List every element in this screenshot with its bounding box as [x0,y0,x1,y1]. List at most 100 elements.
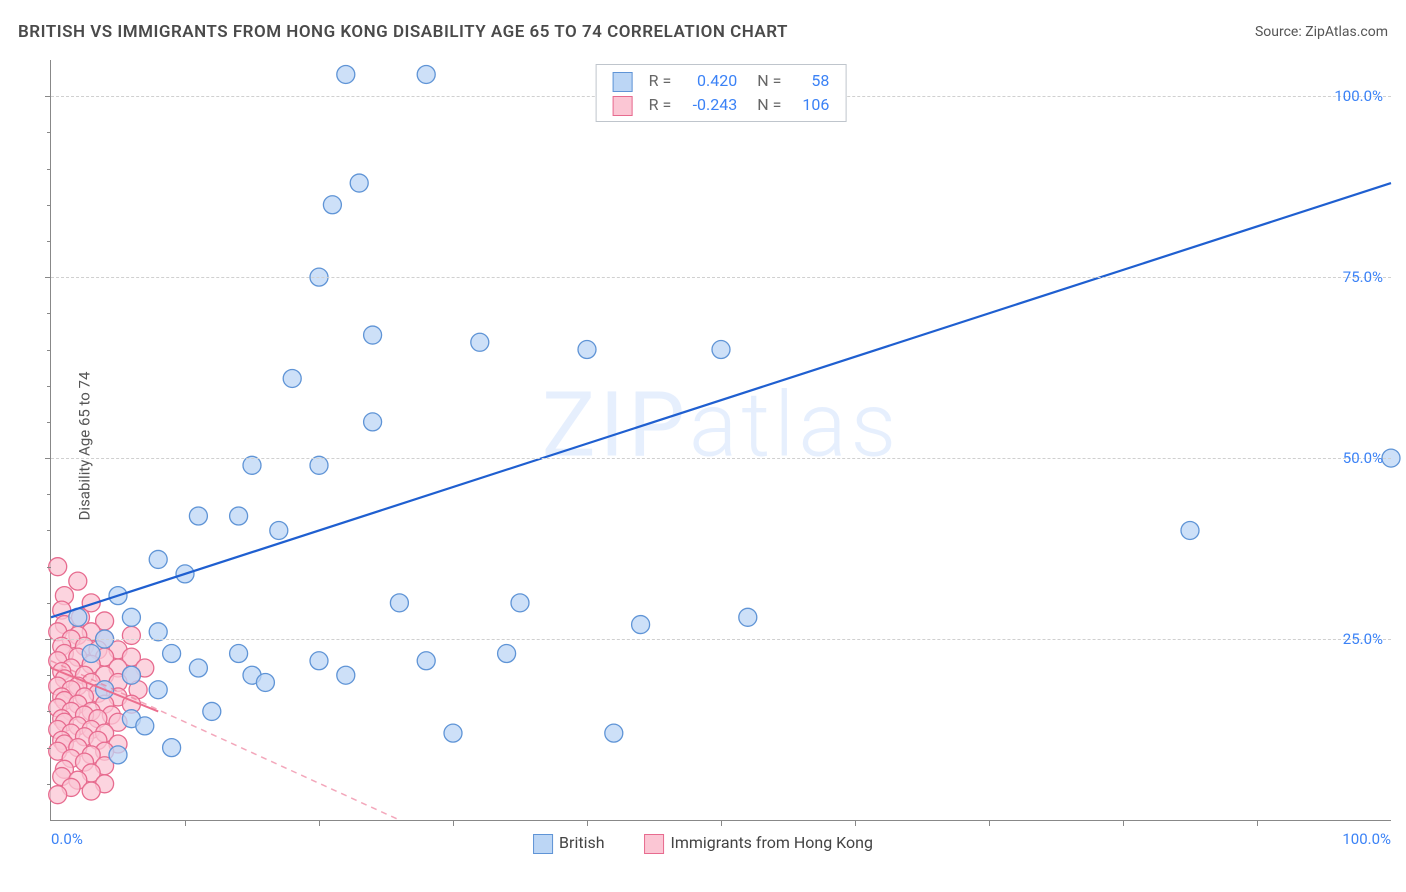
scatter-point-hk [69,572,87,590]
scatter-point-british [444,724,462,742]
y-tick-minor [47,567,51,568]
legend-r-value-hk: -0.243 [677,93,743,117]
regression-line-british [51,183,1391,617]
scatter-point-british [1181,521,1199,539]
x-tick [855,820,856,826]
y-tick-minor [47,603,51,604]
legend-n-value-hk: 106 [787,93,835,117]
scatter-point-british [203,702,221,720]
scatter-point-british [390,594,408,612]
scatter-point-british [364,413,382,431]
scatter-point-british [136,717,154,735]
legend-stats-row-hk: R = -0.243 N = 106 [607,93,836,117]
y-tick-minor [47,675,51,676]
legend-stats-box: R = 0.420 N = 58 R = -0.243 N = 106 [596,64,847,122]
scatter-point-british [323,196,341,214]
legend-item-british: British [533,833,626,852]
y-tick-minor [47,205,51,206]
x-tick [1123,820,1124,826]
scatter-point-british [270,521,288,539]
x-axis-max-label: 100.0% [1342,830,1391,848]
scatter-point-british [283,369,301,387]
scatter-point-british [230,507,248,525]
legend-n-label: N = [743,69,787,93]
y-tick-minor [47,169,51,170]
legend-n-label: N = [743,93,787,117]
scatter-point-british [149,550,167,568]
legend-r-label: R = [643,93,678,117]
scatter-point-british [122,608,140,626]
scatter-point-british [471,333,489,351]
scatter-point-british [632,616,650,634]
scatter-point-british [498,645,516,663]
legend-n-value-british: 58 [787,69,835,93]
scatter-point-british [122,666,140,684]
legend-label-british: British [559,833,604,852]
y-tick [45,458,51,459]
scatter-point-british [230,645,248,663]
gridline-h [51,458,1391,459]
scatter-point-british [511,594,529,612]
y-tick-label: 100.0% [1334,87,1383,105]
scatter-point-british [337,65,355,83]
legend-swatch-hk [645,834,665,854]
legend-swatch-british [533,834,553,854]
scatter-point-british [82,645,100,663]
x-tick [721,820,722,826]
y-tick-label: 75.0% [1343,268,1383,286]
y-tick-minor [47,784,51,785]
scatter-point-british [256,673,274,691]
source-label: Source: [1255,24,1305,40]
scatter-point-hk [122,626,140,644]
legend-item-hk: Immigrants from Hong Kong [645,833,891,852]
source-name: ZipAtlas.com [1305,24,1388,40]
y-tick-minor [47,386,51,387]
chart-title: BRITISH VS IMMIGRANTS FROM HONG KONG DIS… [18,22,788,42]
scatter-point-british [578,341,596,359]
y-tick-label: 50.0% [1343,449,1383,467]
y-tick-label: 25.0% [1343,630,1383,648]
legend-r-label: R = [643,69,678,93]
gridline-h [51,639,1391,640]
scatter-point-british [310,652,328,670]
x-tick [319,820,320,826]
y-tick-minor [47,711,51,712]
x-tick [989,820,990,826]
y-tick [45,639,51,640]
scatter-point-british [189,507,207,525]
scatter-point-british [605,724,623,742]
scatter-point-british [163,645,181,663]
y-tick-minor [47,422,51,423]
y-tick-minor [47,748,51,749]
legend-label-hk: Immigrants from Hong Kong [671,833,873,852]
legend-swatch-hk [613,96,633,116]
plot-area: ZIPatlas R = 0.420 N = 58 R = -0.243 N =… [50,60,1391,821]
gridline-h [51,277,1391,278]
y-tick-minor [47,241,51,242]
y-tick-minor [47,313,51,314]
chart-svg [51,60,1391,820]
legend-r-value-british: 0.420 [677,69,743,93]
scatter-point-british [189,659,207,677]
scatter-point-british [163,739,181,757]
scatter-point-british [149,681,167,699]
y-tick-minor [47,530,51,531]
x-axis-min-label: 0.0% [51,830,83,848]
scatter-point-hk [49,558,67,576]
legend-stats-row-british: R = 0.420 N = 58 [607,69,836,93]
x-tick [185,820,186,826]
y-tick-minor [47,350,51,351]
scatter-point-hk [49,786,67,804]
y-tick [45,277,51,278]
y-tick-minor [47,132,51,133]
scatter-point-british [712,341,730,359]
scatter-point-hk [82,782,100,800]
legend-swatch-british [613,72,633,92]
scatter-point-british [417,65,435,83]
scatter-point-british [364,326,382,344]
scatter-point-british [337,666,355,684]
scatter-point-british [109,746,127,764]
legend-bottom: British Immigrants from Hong Kong [533,833,909,854]
scatter-point-british [350,174,368,192]
scatter-point-british [417,652,435,670]
